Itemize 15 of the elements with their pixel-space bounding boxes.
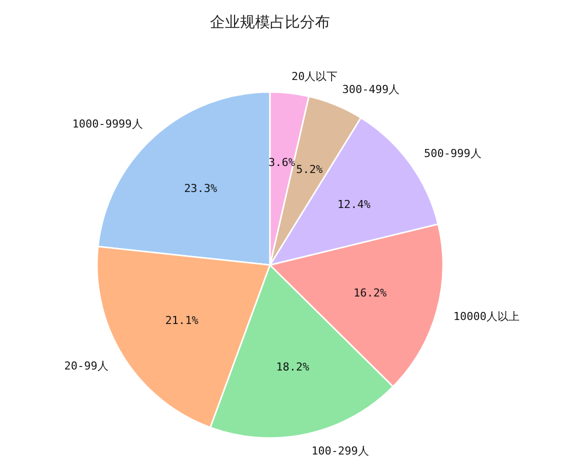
data-label: 12.4% xyxy=(337,198,371,211)
data-label: 23.3% xyxy=(184,182,218,195)
data-label: 21.1% xyxy=(165,314,199,327)
slice-label: 100-299人 xyxy=(312,444,369,458)
data-label: 5.2% xyxy=(296,162,324,176)
chart-title: 企业规模占比分布 xyxy=(210,13,330,31)
data-label: 16.2% xyxy=(353,286,387,300)
slice-label: 500-999人 xyxy=(424,147,482,160)
data-label: 3.6% xyxy=(268,156,296,169)
slice-label: 1000-9999人 xyxy=(72,117,143,130)
slice-label: 10000人以上 xyxy=(453,310,520,323)
slice-label: 20-99人 xyxy=(64,359,108,372)
slice-label: 20人以下 xyxy=(291,70,338,83)
slice-label: 300-499人 xyxy=(342,82,400,96)
data-label: 18.2% xyxy=(276,360,310,374)
